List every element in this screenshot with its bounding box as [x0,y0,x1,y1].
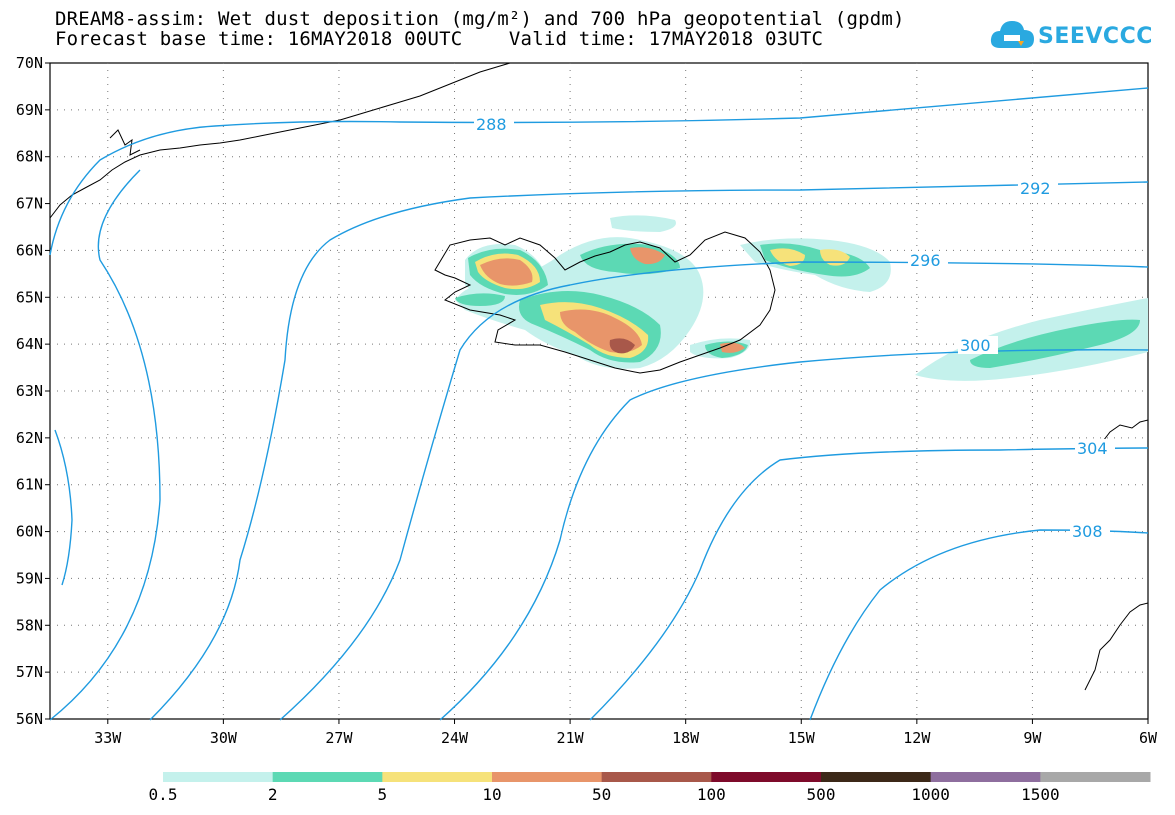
contour-labels: 288 292 296 300 304 308 [474,115,1115,541]
lon-label: 18W [672,729,700,747]
contour-292 [149,181,1149,721]
colorbar-label: 1500 [1021,785,1060,804]
lat-label: 62N [16,429,43,447]
colorbar-label: 5 [377,785,388,804]
colorbar-segment [711,772,822,782]
lat-label: 64N [16,335,43,353]
coast-greenland [49,62,511,219]
lat-label: 63N [16,382,43,400]
colorbar-segment [163,772,274,782]
lat-label: 60N [16,523,43,541]
lat-label: 65N [16,288,43,306]
lon-label: 9W [1023,729,1042,747]
map-title-line2: Forecast base time: 16MAY2018 00UTC Vali… [55,28,824,50]
colorbar-segment [1040,772,1151,782]
lat-label: 59N [16,569,43,587]
lon-label: 15W [788,729,816,747]
lat-label: 69N [16,101,43,119]
cloud-icon [990,21,1034,48]
lon-label: 6W [1139,729,1158,747]
coast-norway [1099,419,1149,446]
contour-304 [589,447,1149,721]
logo-text: SEEVCCC [1038,24,1153,49]
contour-label-296: 296 [910,251,941,270]
geopotential-contours [49,87,1149,721]
lon-label: 30W [210,729,238,747]
dust-orange-north [630,247,665,265]
map-title-line1: DREAM8-assim: Wet dust deposition (mg/m²… [55,8,905,30]
colorbar-segment [821,772,932,782]
contour-288 [49,87,1149,256]
colorbar-segment [601,772,712,782]
coast-scotland [1084,602,1149,691]
colorbar-label: 1000 [911,785,950,804]
colorbar-segment [930,772,1041,782]
dust-deposition-field [455,215,1148,381]
lat-label: 58N [16,616,43,634]
dust-darkred-center [609,338,635,354]
lat-label: 56N [16,710,43,728]
dust-plume-core [970,319,1140,368]
colorbar-segment [272,772,383,782]
colorbar-label: 10 [482,785,502,804]
colorbar-label: 0.5 [148,785,178,804]
coast-iceland [434,231,776,374]
lon-label: 33W [94,729,122,747]
contour-288-left [49,169,161,721]
axis-labels: 70N 69N 68N 67N 66N 65N 64N 63N 62N 61N 60N 59N 58N 5… [16,54,1158,747]
contour-label-288: 288 [476,115,507,134]
colorbar-segment [492,772,603,782]
seevccc-logo: SEEVCCC [990,18,1155,58]
contour-label-304: 304 [1077,439,1108,458]
colorbar-label: 100 [696,785,726,804]
colorbar-label: 2 [267,785,278,804]
graticule [50,63,1148,719]
lon-label: 21W [557,729,585,747]
contour-label-300: 300 [960,336,991,355]
coastlines [49,62,1149,691]
plot-frame [49,62,1149,720]
lon-label: 27W [325,729,353,747]
dust-green-west [455,293,505,306]
contour-308 [809,529,1149,721]
lat-label: 61N [16,476,43,494]
dust-orange-nw [480,258,533,286]
colorbar-label: 500 [806,785,836,804]
colorbar-segment [382,772,493,782]
lon-label: 24W [441,729,469,747]
lat-label: 70N [16,54,43,72]
lat-label: 66N [16,241,43,259]
lat-label: 67N [16,195,43,213]
colorbar-label: 50 [592,785,612,804]
contour-label-292: 292 [1020,179,1051,198]
contour-304-left [54,429,73,586]
lon-label: 12W [903,729,931,747]
contour-label-308: 308 [1072,522,1103,541]
dust-light-north [610,215,676,232]
coast-greenland-detail [109,129,141,156]
lat-label: 57N [16,663,43,681]
colorbar [163,772,1151,782]
lat-label: 68N [16,148,43,166]
contour-300 [439,349,1149,721]
